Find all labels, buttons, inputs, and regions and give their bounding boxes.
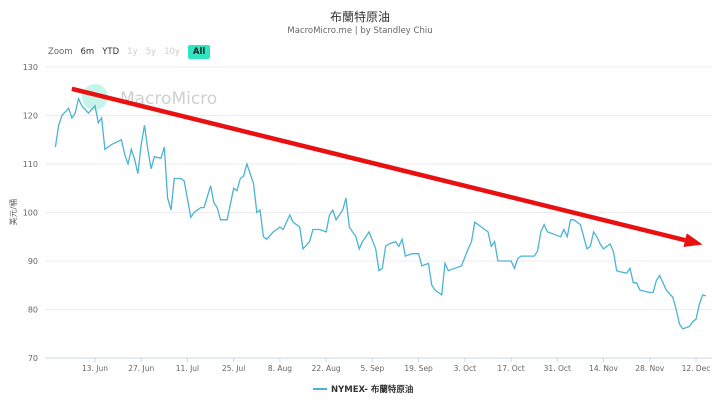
y-tick-label: 70 [28, 354, 38, 363]
watermark: MacroMicro [82, 84, 217, 110]
watermark-logo-icon [82, 84, 108, 110]
x-tick-label: 31. Oct [544, 364, 571, 373]
x-tick-label: 28. Nov [635, 364, 665, 373]
x-tick-label: 3. Oct [454, 364, 477, 373]
annotation-arrow [71, 86, 703, 247]
y-tick-label: 80 [28, 306, 38, 315]
watermark-text: MacroMicro [120, 89, 217, 109]
x-tick-label: 14. Nov [589, 364, 619, 373]
chart-title: 布蘭特原油 [329, 10, 390, 24]
legend[interactable]: NYMEX- 布蘭特原油 [313, 384, 413, 395]
y-axis-label: 美元/桶 [8, 199, 18, 226]
x-tick-label: 11. Jul [176, 364, 199, 373]
range-1y-button[interactable]: 1y [127, 47, 138, 57]
x-tick-label: 8. Aug [268, 364, 292, 373]
range-5y-button[interactable]: 5y [145, 47, 157, 57]
arrow-head-icon [683, 233, 703, 247]
x-axis: 13. Jun 27. Jun 11. Jul 25. Jul 8. Aug 22. Au… [82, 358, 710, 373]
series-line-brent[interactable] [54, 96, 707, 330]
chart-subtitle: MacroMicro.me | by Standley Chiu [287, 26, 433, 36]
x-tick-label: 27. Jun [128, 364, 154, 373]
range-selector: Zoom 6m YTD 1y 5y 10y All [48, 45, 218, 59]
y-tick-label: 100 [23, 209, 38, 218]
x-tick-label: 12. Dec [682, 364, 711, 373]
x-tick-label: 25. Jul [222, 364, 245, 373]
range-all-button[interactable]: All [187, 45, 211, 59]
y-tick-label: 120 [23, 112, 38, 121]
x-tick-label: 22. Aug [312, 364, 341, 373]
grid [45, 66, 712, 359]
x-tick-label: 19. Sep [404, 364, 433, 373]
y-tick-label: 110 [23, 160, 38, 169]
y-tick-label: 130 [23, 63, 38, 72]
y-tick-label: 90 [28, 257, 38, 266]
range-6m-button[interactable]: 6m [80, 47, 95, 57]
x-tick-label: 13. Jun [82, 364, 108, 373]
range-ytd-button[interactable]: YTD [102, 47, 120, 57]
x-tick-label: 17. Oct [497, 364, 524, 373]
arrow-shaft [71, 86, 686, 243]
x-tick-label: 5. Sep [361, 364, 385, 373]
zoom-label: Zoom [48, 47, 73, 57]
range-10y-button[interactable]: 10y [164, 47, 180, 57]
legend-label[interactable]: NYMEX- 布蘭特原油 [331, 384, 413, 395]
y-axis: 70 80 90 100 110 120 130 [23, 63, 38, 363]
